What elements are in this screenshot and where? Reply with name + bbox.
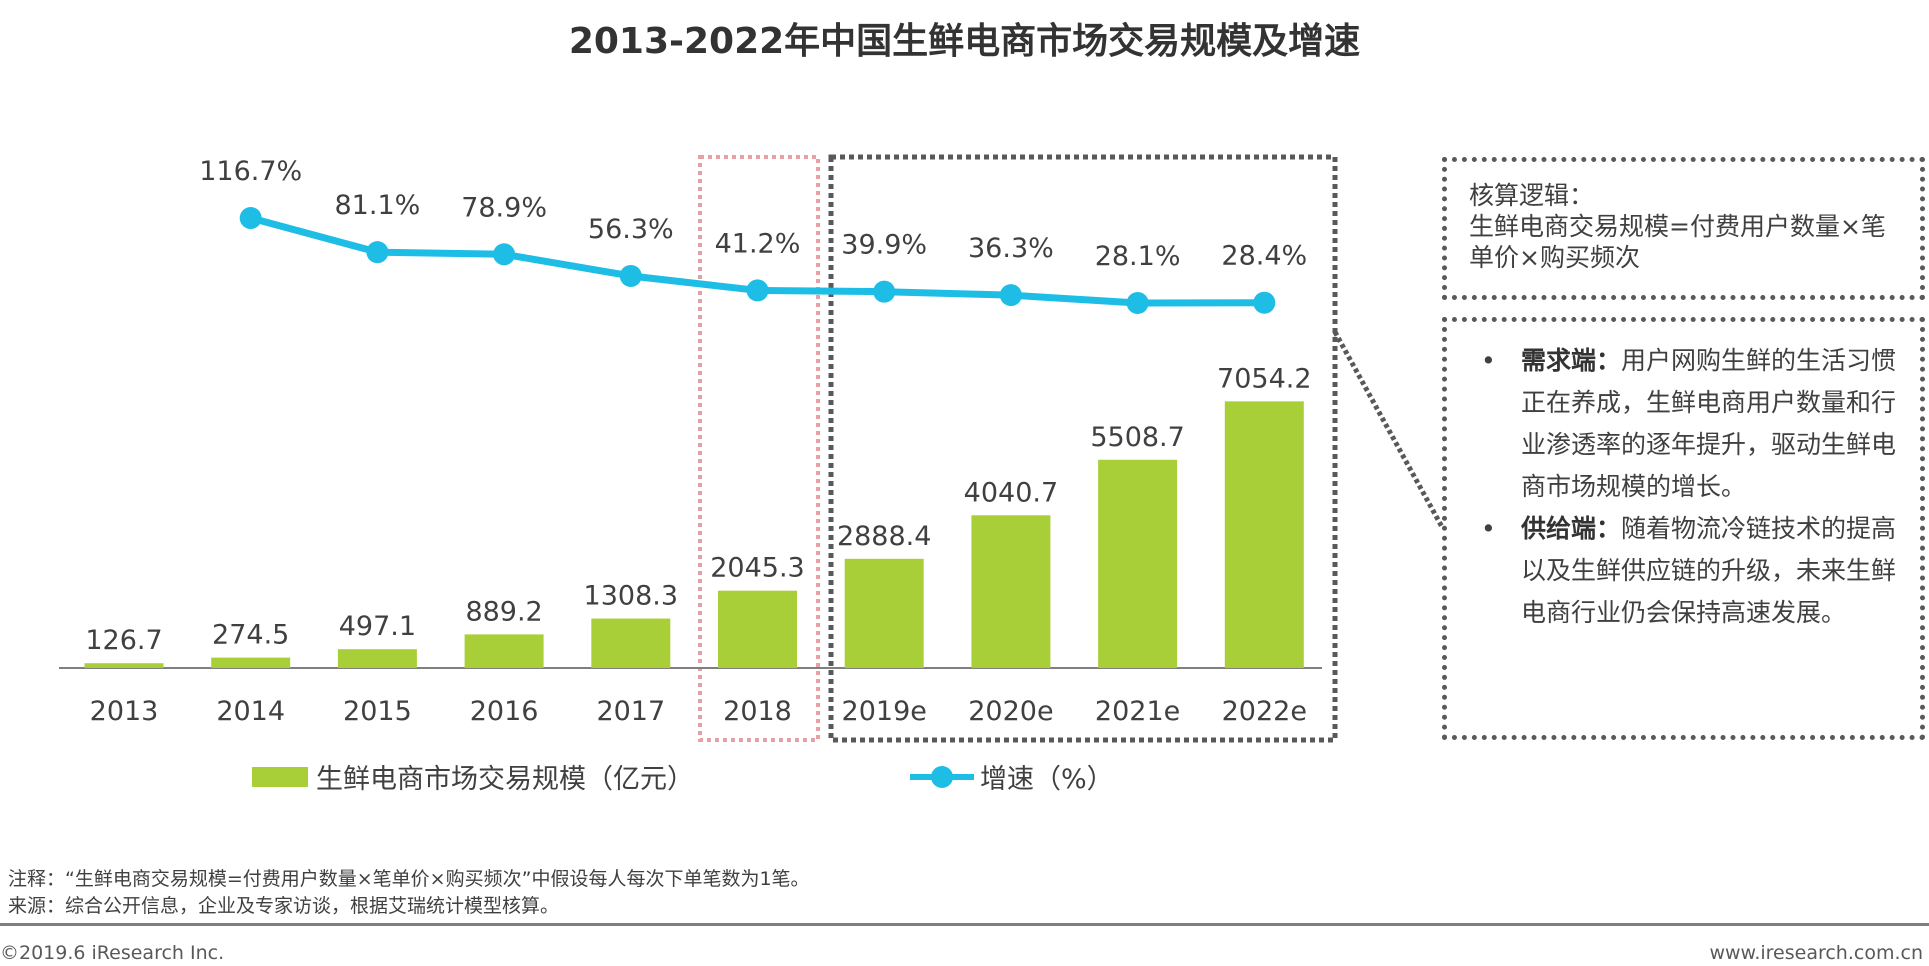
x-tick-2013: 2013 <box>90 696 159 727</box>
bar-label-2021e: 5508.7 <box>1090 422 1184 453</box>
legend-bar-label: 生鲜电商市场交易规模（亿元） <box>316 764 694 795</box>
chart-note: 注释：“生鲜电商交易规模=付费用户数量×笔单价×购买频次”中假设每人每次下单笔数… <box>8 868 810 890</box>
bar-label-2016: 889.2 <box>465 596 542 627</box>
driver-demand: 需求端：用户网购生鲜的生活习惯正在养成，生鲜电商用户数量和行业渗透率的逐年提升，… <box>1481 340 1900 508</box>
growth-point-2016 <box>493 243 516 266</box>
bar-label-2019e: 2888.4 <box>837 521 931 552</box>
logic-heading: 核算逻辑： <box>1469 181 1595 210</box>
growth-point-2021e <box>1126 292 1149 314</box>
growth-label-2015: 81.1% <box>335 190 421 221</box>
forecast-highlight-box <box>828 154 1338 743</box>
x-tick-2022e: 2022e <box>1222 696 1307 727</box>
legend-line-label: 增速（%） <box>980 764 1114 795</box>
growth-label-2018: 41.2% <box>715 228 801 259</box>
legend-bar: 生鲜电商市场交易规模（亿元） <box>252 757 694 796</box>
bar-label-2013: 126.7 <box>85 625 162 656</box>
footer-website: www.iresearch.com.cn <box>1709 942 1923 964</box>
bar-label-2022e: 7054.2 <box>1217 363 1311 394</box>
driver-supply: 供给端：随着物流冷链技术的提高以及生鲜供应链的升级，未来生鲜电商行业仍会保持高速… <box>1481 508 1900 634</box>
connector-line <box>1332 330 1445 529</box>
bar-label-2014: 274.5 <box>212 620 289 651</box>
growth-point-2020e <box>999 284 1022 307</box>
x-tick-2017: 2017 <box>596 696 665 727</box>
growth-point-2014 <box>239 207 262 230</box>
bar-2019e <box>844 558 924 668</box>
chart-title: 2013-2022年中国生鲜电商市场交易规模及增速 <box>568 21 1361 62</box>
x-tick-2014: 2014 <box>216 696 285 727</box>
bar-2016 <box>464 634 544 668</box>
growth-label-2021e: 28.1% <box>1095 241 1181 272</box>
bar-2015 <box>337 649 417 668</box>
bar-2018 <box>718 590 797 668</box>
x-tick-2016: 2016 <box>470 696 539 727</box>
growth-label-2017: 56.3% <box>588 214 674 245</box>
bar-label-2015: 497.1 <box>339 611 416 642</box>
bar-2022e <box>1224 401 1304 668</box>
footer-divider <box>0 923 1929 926</box>
growth-label-2014: 116.7% <box>199 156 302 187</box>
legend-line: 增速（%） <box>910 757 1114 796</box>
bar-2017 <box>591 618 671 668</box>
bar-2014 <box>211 657 291 668</box>
bar-2021e <box>1098 459 1178 668</box>
growth-label-2019e: 39.9% <box>841 230 927 261</box>
growth-point-2017 <box>619 264 642 287</box>
calculation-logic-box: 核算逻辑： 生鲜电商交易规模=付费用户数量×笔单价×购买频次 <box>1442 157 1925 300</box>
growth-point-2019e <box>873 280 896 303</box>
growth-label-2022e: 28.4% <box>1221 241 1307 272</box>
bar-2013 <box>84 663 164 668</box>
x-tick-2020e: 2020e <box>968 696 1053 727</box>
growth-point-2015 <box>366 241 389 264</box>
legend-bar-swatch <box>252 766 308 787</box>
logic-formula: 生鲜电商交易规模=付费用户数量×笔单价×购买频次 <box>1469 212 1886 272</box>
growth-point-2018 <box>746 279 769 302</box>
x-tick-2021e: 2021e <box>1095 696 1180 727</box>
chart-source: 来源：综合公开信息，企业及专家访谈，根据艾瑞统计模型核算。 <box>8 895 560 917</box>
actual-year-highlight-box <box>698 155 820 742</box>
x-tick-2015: 2015 <box>343 696 412 727</box>
x-tick-2019e: 2019e <box>842 696 927 727</box>
x-tick-2018: 2018 <box>723 696 792 727</box>
bar-2020e <box>971 515 1051 668</box>
legend-line-marker-icon <box>910 765 974 788</box>
growth-point-2022e <box>1253 291 1276 314</box>
growth-label-2016: 78.9% <box>461 192 547 223</box>
footer-copyright: ©2019.6 iResearch Inc. <box>0 942 225 964</box>
growth-label-2020e: 36.3% <box>968 233 1054 264</box>
bar-label-2020e: 4040.7 <box>964 477 1058 508</box>
drivers-box: 需求端：用户网购生鲜的生活习惯正在养成，生鲜电商用户数量和行业渗透率的逐年提升，… <box>1442 317 1925 740</box>
bar-label-2018: 2045.3 <box>710 553 804 584</box>
bar-label-2017: 1308.3 <box>584 581 678 612</box>
